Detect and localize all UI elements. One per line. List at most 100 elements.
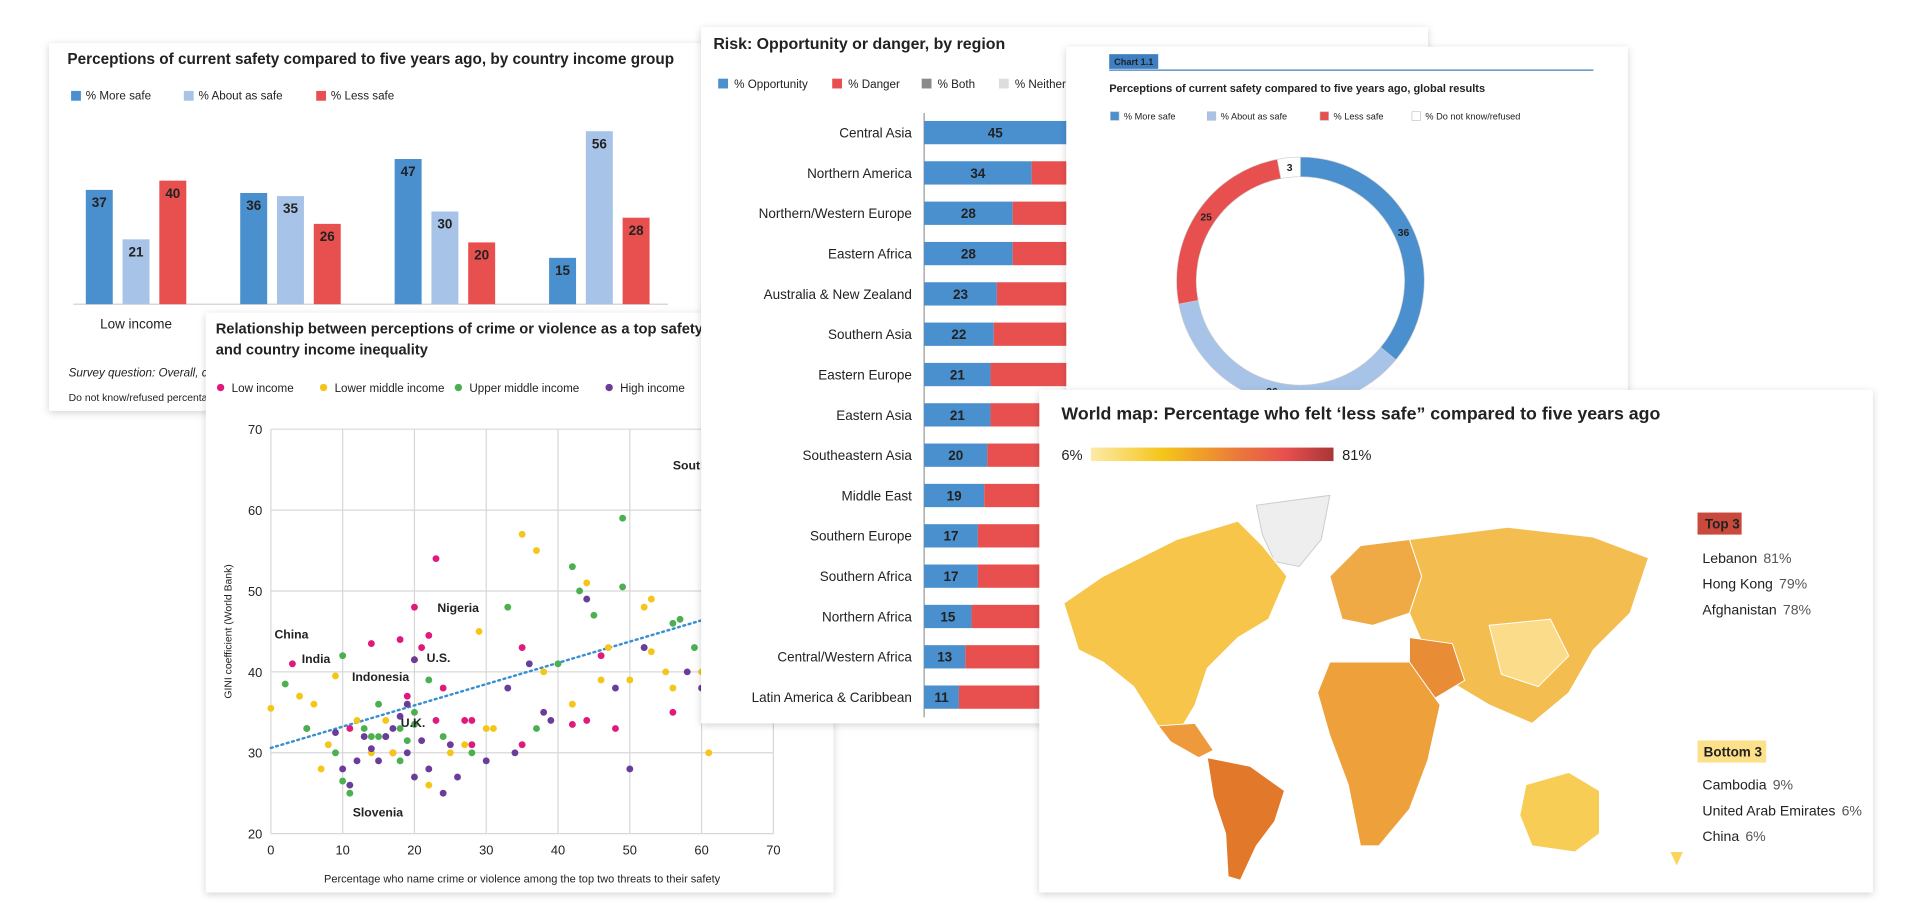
world-map [1063,494,1650,881]
point [432,716,440,724]
point [604,644,612,652]
legend-label: Lower middle income [335,382,445,395]
legend-label: % Opportunity [734,78,808,91]
point [662,668,670,676]
point [367,733,375,741]
bar-segment [924,685,959,709]
point [353,757,361,765]
point [403,737,411,745]
point [403,692,411,700]
value-label: 21 [950,367,965,382]
point [647,648,655,656]
bar [313,223,341,305]
point [396,757,404,765]
legend-dot [216,383,225,392]
x-tick-label: 20 [407,842,421,857]
chart-title: World map: Percentage who felt ‘less saf… [1061,403,1660,423]
bar-segment [924,483,985,508]
legend-label: Upper middle income [469,382,579,395]
point [403,749,411,757]
bar-segment [924,362,991,387]
legend-label: % Less safe [331,90,394,103]
point [626,676,634,684]
value-label: 28 [629,223,644,238]
point [382,733,390,741]
x-tick-label: 60 [694,842,708,857]
point [425,632,433,639]
point [518,741,526,749]
point [590,611,598,619]
point [360,733,368,741]
value-label: 11 [934,690,949,705]
legend-dot [454,383,463,392]
value-label: 17 [944,529,959,544]
point [396,636,404,643]
point [540,668,548,676]
country-name: Hong Kong [1702,576,1772,592]
country-name: United Arab Emirates [1702,802,1835,818]
footnote: Survey question: Overall, com [69,366,224,379]
point [626,765,634,773]
point [389,749,397,757]
point [446,741,454,749]
point [360,725,368,732]
north-america [1063,520,1288,737]
point [597,652,605,660]
x-tick-label: 10 [335,842,349,857]
point [554,660,562,668]
legend-label: % More safe [1124,112,1176,122]
bar-segment [924,282,997,306]
point [568,721,576,728]
value-label: 56 [592,136,607,151]
value-label: 26 [320,229,335,244]
value-label: 15 [940,609,955,624]
value-label: 40 [165,186,180,201]
central-america [1157,722,1215,759]
rank-entry: Hong Kong 79% [1702,576,1807,592]
point [619,514,627,522]
point [583,595,591,603]
annotation: Slovenia [353,806,404,820]
point [454,773,461,781]
chart-title: Perceptions of current safety compared t… [67,51,674,68]
y-tick-label: Latin America & Caribbean [752,690,912,705]
point [475,627,483,635]
x-tick-label: 70 [766,842,780,857]
point [346,789,354,797]
value-label: 20 [474,248,489,263]
point [267,704,275,712]
country-value: 79% [1779,576,1808,592]
point [439,684,447,692]
bar [549,257,577,305]
point [540,708,548,716]
point [439,733,447,741]
bar [468,242,496,305]
country-value: 81% [1763,550,1792,566]
point [375,757,382,765]
point [375,700,382,708]
footnote: Do not know/refused percentage [69,393,220,404]
point [367,640,375,647]
chart-title: Perceptions of current safety compared t… [1109,83,1485,95]
legend-swatch [1110,111,1120,121]
bottom-box [1697,740,1767,763]
y-tick-label: 50 [248,584,262,599]
value-label: 34 [970,166,985,181]
point [482,757,490,765]
point [353,716,361,724]
legend-label: Low income [232,382,294,395]
y-tick-label: 40 [248,665,262,680]
rank-entry: United Arab Emirates 6% [1702,802,1862,818]
y-tick-label: Southeastern Asia [803,448,913,463]
bar [159,180,187,305]
y-tick-label: Northern/Western Europe [759,206,912,221]
top-box [1697,512,1742,535]
scale-max: 81% [1342,448,1371,464]
point [425,765,433,773]
value-label: 19 [947,488,962,503]
point [317,765,325,773]
x-axis-label: Percentage who name crime or violence am… [324,874,721,886]
country-value: 6% [1745,828,1766,844]
chart-title: Risk: Opportunity or danger, by region [713,36,1005,53]
